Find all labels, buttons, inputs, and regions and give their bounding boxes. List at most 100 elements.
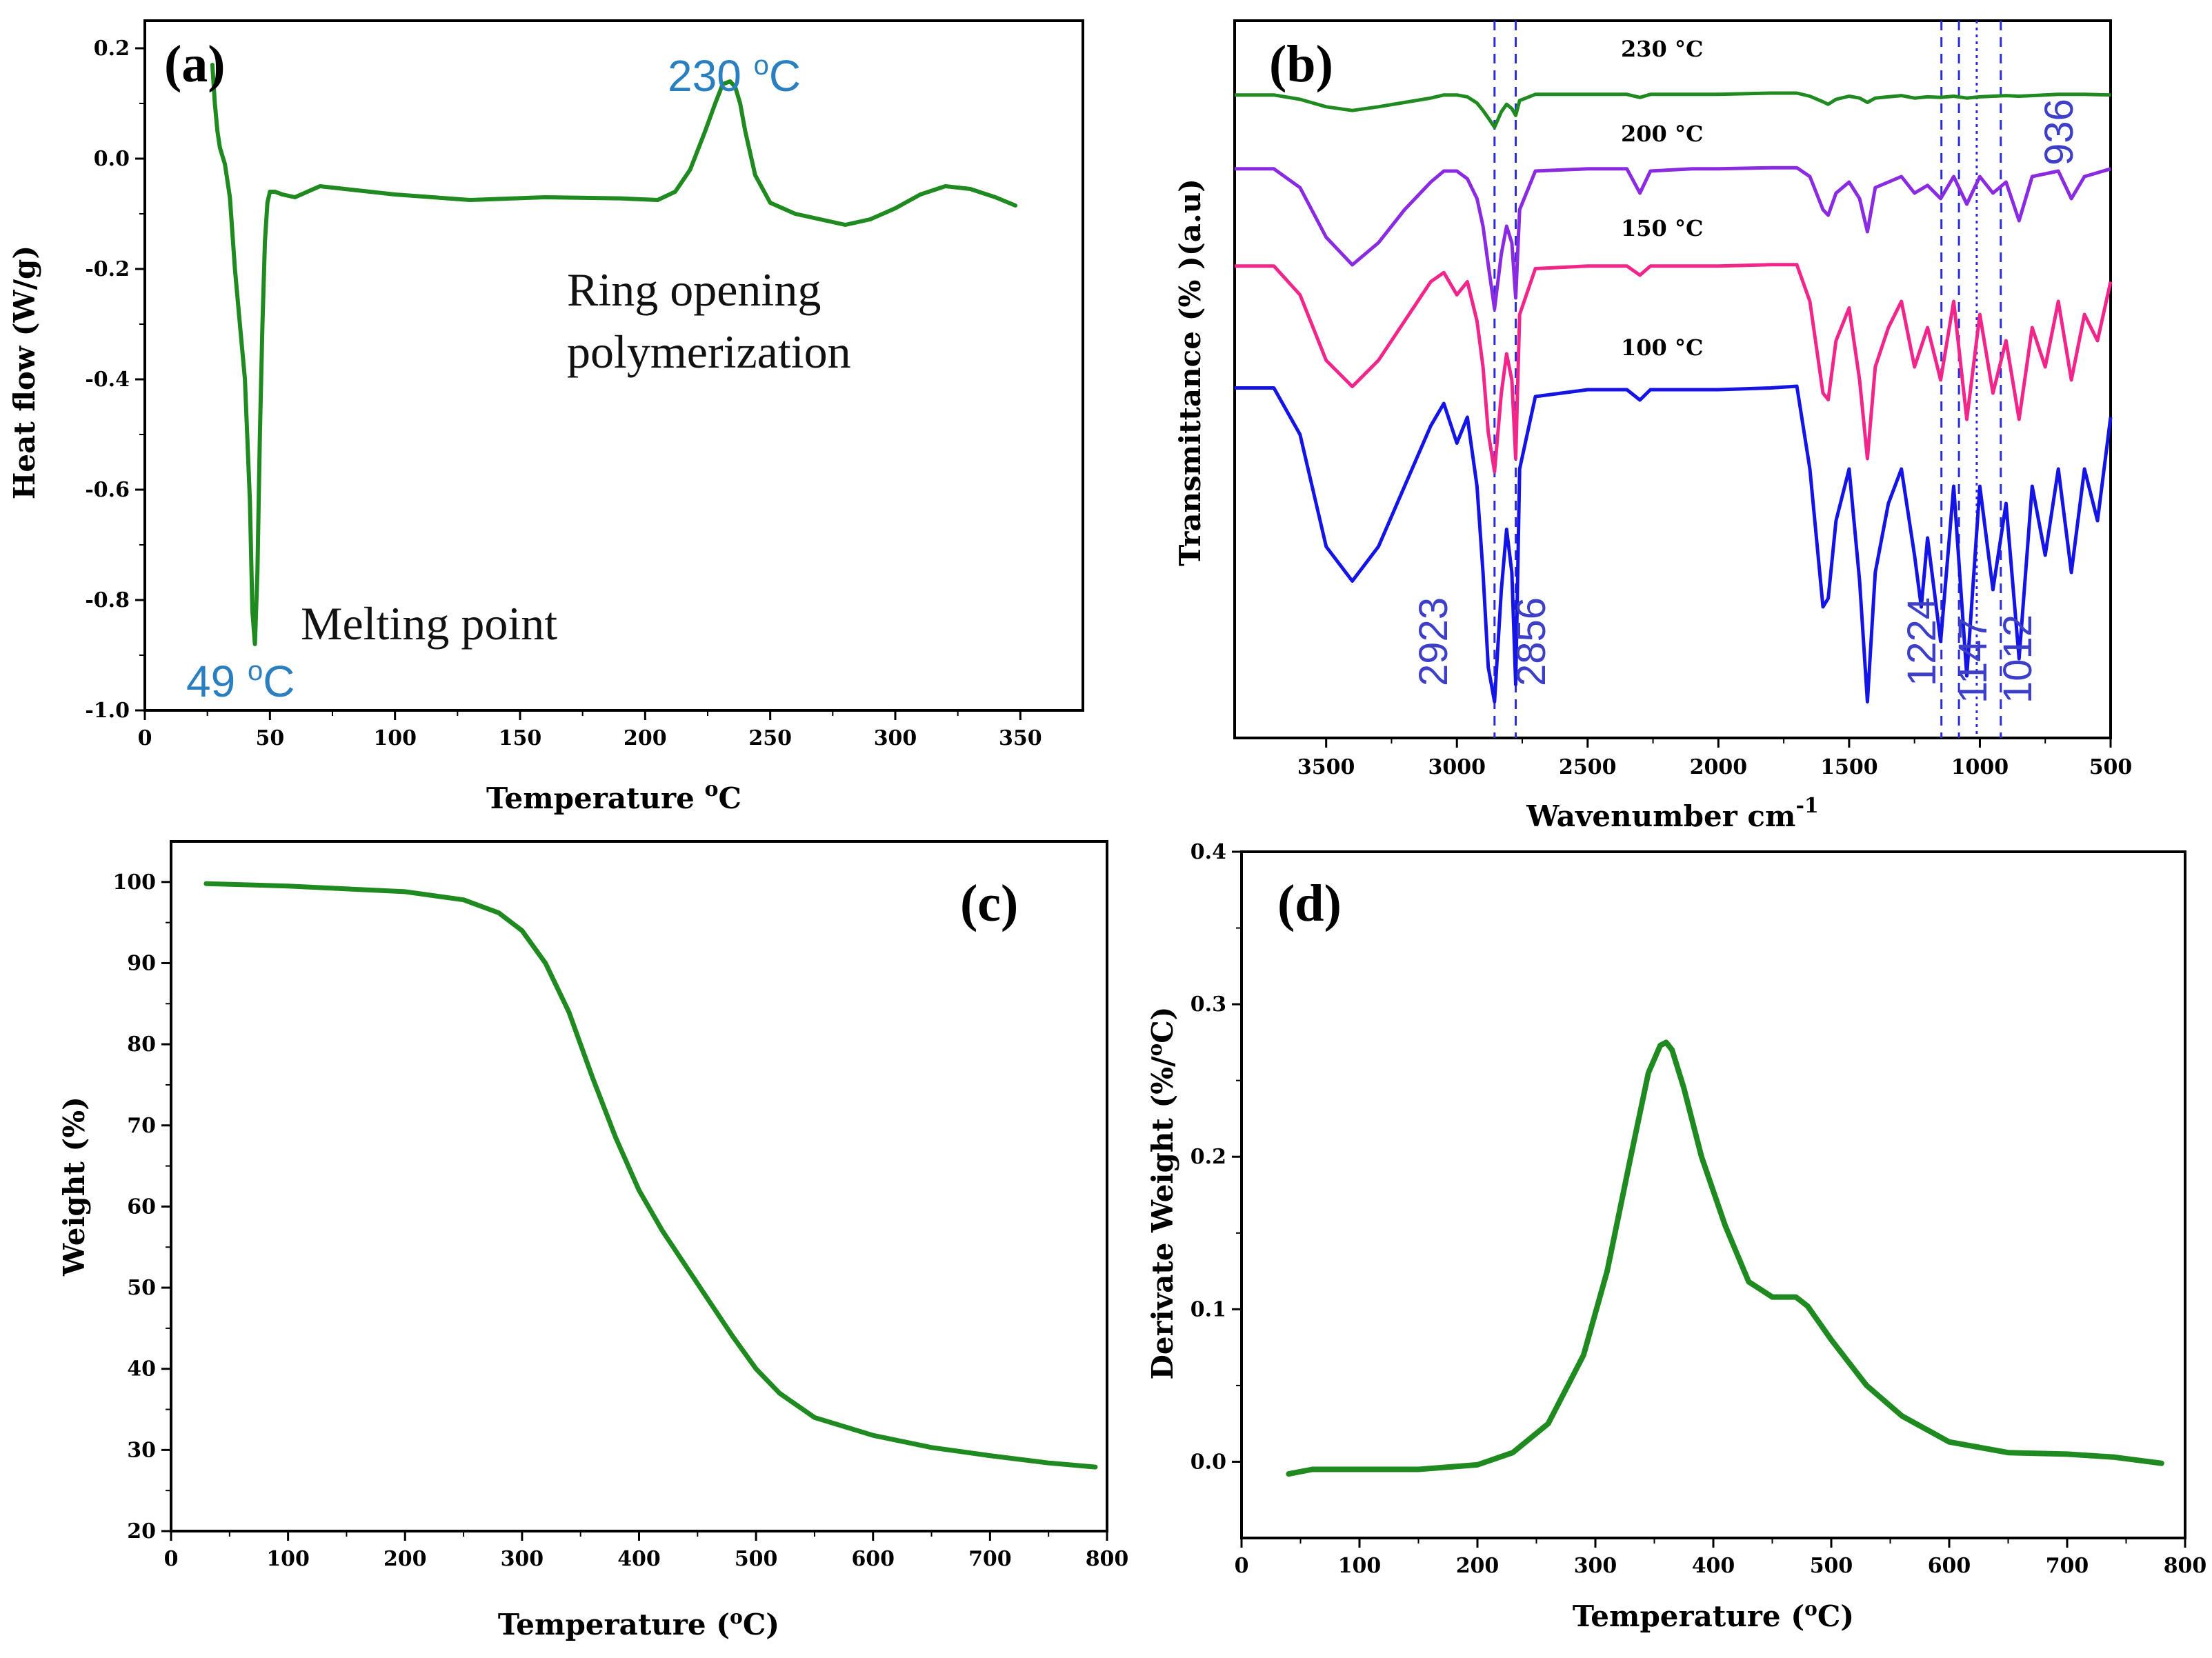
x-tick-label: 400 xyxy=(617,1547,661,1571)
annotation-melt-value: 49 xyxy=(186,657,248,706)
x-axis-title-unit: C xyxy=(719,781,741,815)
y-axis-title: Weight (%) xyxy=(57,1097,91,1277)
y-axis-title: Transmittance (% )(a.u) xyxy=(1173,179,1207,566)
y-tick-label: 30 xyxy=(127,1438,156,1462)
panel-d-dtg: 0 100 200 300 400 500 600 700 800 0.0 0.1 0.2 0.3 0.4… xyxy=(1144,840,2206,1633)
x-tick-label: 250 xyxy=(748,726,792,750)
y-tick-label: 20 xyxy=(127,1519,156,1544)
ftir-150 xyxy=(1235,263,2113,474)
annotation-polymerization: polymerization xyxy=(567,326,851,378)
x-tick-label: 300 xyxy=(874,726,917,750)
y-tick-label: 50 xyxy=(127,1276,156,1300)
y-tick-label: 0.4 xyxy=(1190,840,1226,864)
x-tick-label: 2500 xyxy=(1559,755,1617,779)
y-tick-label: 40 xyxy=(127,1357,156,1381)
x-tick-label: 2000 xyxy=(1690,755,1748,779)
x-tick-label: 100 xyxy=(1338,1554,1382,1578)
y-tick-label: 100 xyxy=(112,870,156,895)
x-tick-label: 1500 xyxy=(1820,755,1878,779)
x-axis-title-unit: C) xyxy=(743,1608,779,1641)
x-tick-label: 3000 xyxy=(1428,755,1486,779)
x-tick-label: 600 xyxy=(1928,1554,1971,1578)
x-axis-title-sup: -1 xyxy=(1795,794,1818,818)
panel-b-ftir: 3500 3000 2500 2000 1500 1000 500 (b) Transmit… xyxy=(1173,19,2133,833)
x-tick-label: 0 xyxy=(1235,1554,1249,1578)
y-tick-label: 60 xyxy=(127,1195,156,1219)
y-tick-label: 0.1 xyxy=(1190,1297,1226,1321)
panel-c-tga: 0 100 200 300 400 500 600 700 800 20 30 40 50 60 70 80 9… xyxy=(57,840,1129,1641)
peak-label-1224: 1224 xyxy=(1900,597,1944,686)
y-tick-label: 0.3 xyxy=(1190,992,1226,1017)
x-tick-label: 700 xyxy=(968,1547,1012,1571)
y-tick-label: 0.2 xyxy=(1190,1145,1226,1169)
y-tick-label: 80 xyxy=(127,1032,156,1057)
plot-frame xyxy=(1233,19,2112,739)
ftir-200 xyxy=(1235,166,2111,311)
peak-label-1147: 1147 xyxy=(1951,617,1995,703)
annotation-melting-point: Melting point xyxy=(301,597,557,650)
x-tick-label: 0 xyxy=(138,726,152,750)
x-tick-label: 1000 xyxy=(1951,755,2009,779)
x-tick-label: 800 xyxy=(1086,1547,1129,1571)
panel-label: (c) xyxy=(960,875,1018,932)
x-tick-label: 200 xyxy=(624,726,667,750)
y-tick-label: 0.2 xyxy=(94,37,130,61)
y-tick-label: 90 xyxy=(127,951,156,975)
y-tick-label: 0.0 xyxy=(94,147,130,171)
x-tick-label: 600 xyxy=(851,1547,895,1571)
peak-label-936: 936 xyxy=(2037,99,2082,166)
x-tick-label: 200 xyxy=(1456,1554,1499,1578)
x-tick-label: 0 xyxy=(164,1547,179,1571)
x-tick-label: 500 xyxy=(2089,755,2133,779)
x-tick-label: 150 xyxy=(499,726,542,750)
x-tick-label: 50 xyxy=(255,726,284,750)
x-tick-label: 500 xyxy=(735,1547,778,1571)
tga-curve xyxy=(203,881,1098,1470)
x-tick-label: 300 xyxy=(501,1547,544,1571)
x-axis-title: Temperature (oC) xyxy=(498,1606,779,1641)
x-axis-title-main: Temperature xyxy=(486,781,704,815)
peak-label-1012: 1012 xyxy=(1995,615,2040,703)
series-label-200: 200 °C xyxy=(1621,121,1703,147)
x-tick-label: 500 xyxy=(1810,1554,1853,1578)
x-axis-title-sup: o xyxy=(704,777,718,801)
x-axis-title-main: Wavenumber cm xyxy=(1526,799,1795,833)
x-axis-title-main: Temperature ( xyxy=(1573,1599,1804,1633)
x-tick-label: 3500 xyxy=(1297,755,1355,779)
y-axis-title: Derivate Weight (%/oC) xyxy=(1144,1006,1179,1379)
annotation-peak-unit: C xyxy=(769,51,801,101)
annotation-peak-value: 230 xyxy=(668,51,754,101)
x-tick-label: 100 xyxy=(266,1547,310,1571)
y-tick-label: -0.8 xyxy=(85,588,130,612)
x-axis-title: Temperature oC xyxy=(486,777,741,815)
y-axis-title-main: Derivate Weight (%/ xyxy=(1146,1056,1179,1380)
ftir-230 xyxy=(1235,91,2111,129)
y-tick-label: -1.0 xyxy=(85,699,130,723)
annotation-peak-temperature: 230 oC xyxy=(668,50,801,101)
series-label-230: 230 °C xyxy=(1621,36,1703,62)
panel-label: (d) xyxy=(1277,875,1342,932)
panel-label: (a) xyxy=(164,35,226,93)
annotation-melt-unit: C xyxy=(263,657,295,706)
annotation-peak-sup: o xyxy=(754,50,769,81)
y-axis-title: Heat flow (W/g) xyxy=(8,246,41,500)
x-axis-title-unit: C) xyxy=(1817,1599,1854,1633)
x-tick-label: 350 xyxy=(999,726,1042,750)
y-axis-title-unit: C) xyxy=(1146,1006,1179,1043)
x-tick-label: 100 xyxy=(373,726,417,750)
panel-label: (b) xyxy=(1269,35,1333,93)
x-axis-title-sup: o xyxy=(730,1606,743,1628)
y-tick-label: -0.2 xyxy=(85,257,130,281)
y-tick-label: 0.0 xyxy=(1190,1450,1226,1474)
panel-a-dsc: 0 50 100 150 200 250 300 350 -1.0 -0.8 -0.6 -0.4 -0.… xyxy=(8,19,1084,815)
y-tick-label: 70 xyxy=(127,1114,156,1138)
y-tick-label: -0.4 xyxy=(85,368,130,392)
series-label-100: 100 °C xyxy=(1621,334,1703,361)
y-axis-title-sup: o xyxy=(1144,1043,1166,1057)
ftir-100 xyxy=(1235,384,2113,703)
x-axis-title-sup: o xyxy=(1804,1597,1817,1620)
annotation-melt-sup: o xyxy=(248,656,263,686)
x-tick-label: 200 xyxy=(383,1547,427,1571)
annotation-ring-opening: Ring opening xyxy=(567,263,821,316)
